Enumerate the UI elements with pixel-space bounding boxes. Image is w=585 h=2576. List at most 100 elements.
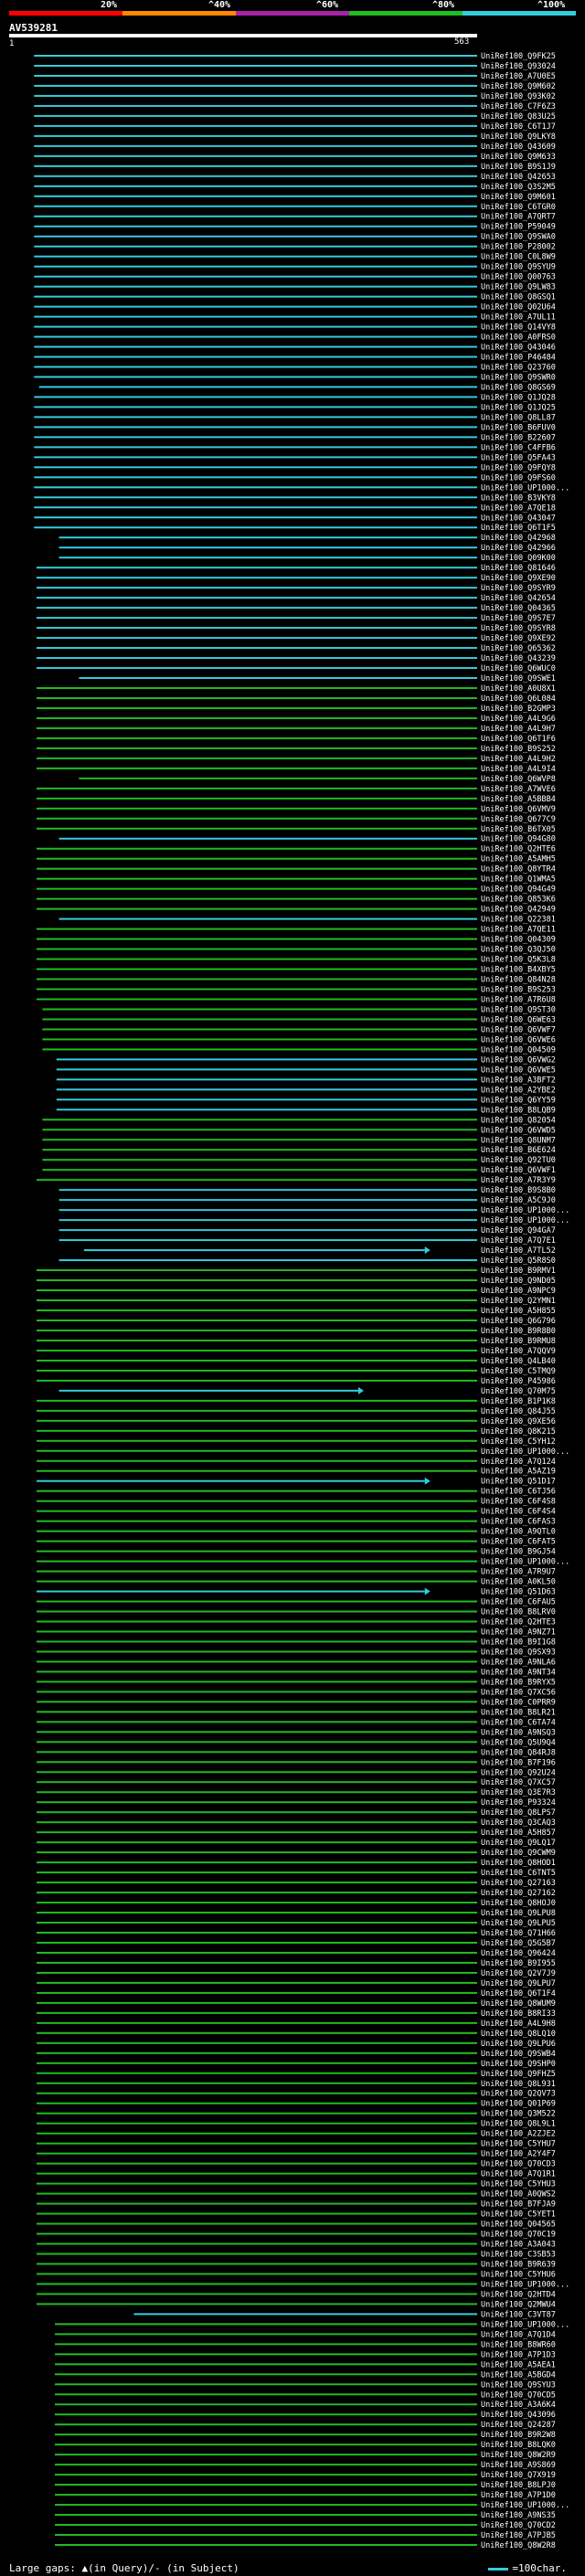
hit-line[interactable] <box>37 2273 478 2275</box>
hit-label[interactable]: UniRef100_A9NZ71 <box>481 1627 556 1637</box>
hit-line[interactable] <box>34 376 478 378</box>
hit-label[interactable]: UniRef100_B9S252 <box>481 745 556 754</box>
hit-label[interactable]: UniRef100_Q1WMA5 <box>481 875 556 885</box>
hit-line[interactable] <box>37 1269 478 1272</box>
hit-line[interactable] <box>56 1058 478 1061</box>
hit-line[interactable] <box>58 536 478 539</box>
hit-line[interactable] <box>79 777 478 779</box>
hit-line[interactable] <box>34 124 478 127</box>
hit-label[interactable]: UniRef100_UP1000... <box>481 2501 569 2510</box>
hit-line[interactable] <box>37 1369 478 1372</box>
hit-line[interactable] <box>34 325 478 328</box>
hit-label[interactable]: UniRef100_Q9LKY8 <box>481 133 556 142</box>
hit-line[interactable] <box>37 637 478 640</box>
hit-line[interactable] <box>42 1118 477 1121</box>
hit-label[interactable]: UniRef100_Q51D17 <box>481 1478 556 1487</box>
hit-label[interactable]: UniRef100_A0KL50 <box>481 1578 556 1587</box>
hit-label[interactable]: UniRef100_Q7XC57 <box>481 1778 556 1787</box>
hit-label[interactable]: UniRef100_Q24287 <box>481 2421 556 2430</box>
hit-label[interactable]: UniRef100_A3A6K4 <box>481 2401 556 2410</box>
hit-line[interactable] <box>37 1781 478 1784</box>
hit-label[interactable]: UniRef100_Q2MWU4 <box>481 2300 556 2309</box>
hit-line[interactable] <box>37 1309 478 1311</box>
hit-line[interactable] <box>56 1108 478 1111</box>
hit-label[interactable]: UniRef100_B9RMU8 <box>481 1337 556 1346</box>
hit-line[interactable] <box>34 74 478 77</box>
hit-label[interactable]: UniRef100_B6FUV0 <box>481 423 556 432</box>
hit-label[interactable]: UniRef100_Q2YMN1 <box>481 1297 556 1306</box>
hit-line[interactable] <box>37 2283 478 2285</box>
hit-line[interactable] <box>55 2443 477 2446</box>
hit-label[interactable]: UniRef100_A7QE18 <box>481 504 556 513</box>
hit-label[interactable]: UniRef100_C6FAS3 <box>481 1518 556 1527</box>
hit-line[interactable] <box>37 2172 478 2175</box>
hit-label[interactable]: UniRef100_Q04565 <box>481 2221 556 2230</box>
hit-line[interactable] <box>37 1701 478 1703</box>
hit-line[interactable] <box>37 1540 478 1542</box>
hit-line[interactable] <box>37 928 478 930</box>
hit-label[interactable]: UniRef100_UP1000... <box>481 483 569 493</box>
hit-line[interactable] <box>37 938 478 940</box>
hit-line[interactable] <box>34 144 478 147</box>
hit-label[interactable]: UniRef100_UP1000... <box>481 1447 569 1457</box>
hit-label[interactable]: UniRef100_B3VKY8 <box>481 493 556 503</box>
hit-line[interactable] <box>34 225 478 228</box>
hit-line[interactable] <box>34 335 478 338</box>
hit-line[interactable] <box>34 366 478 368</box>
hit-line[interactable] <box>37 1711 478 1713</box>
hit-line[interactable] <box>37 1459 478 1462</box>
hit-label[interactable]: UniRef100_B7F196 <box>481 1758 556 1767</box>
hit-label[interactable]: UniRef100_Q00763 <box>481 273 556 282</box>
hit-line[interactable] <box>37 1489 478 1492</box>
hit-line[interactable] <box>37 1801 478 1804</box>
hit-line[interactable] <box>37 667 478 670</box>
hit-label[interactable]: UniRef100_Q3CAQ3 <box>481 1818 556 1828</box>
hit-label[interactable]: UniRef100_C5TMQ9 <box>481 1367 556 1376</box>
hit-line[interactable] <box>34 526 478 529</box>
hit-label[interactable]: UniRef100_Q9FS60 <box>481 473 556 482</box>
hit-line[interactable] <box>34 516 478 519</box>
hit-label[interactable]: UniRef100_Q6VMV9 <box>481 805 556 814</box>
hit-line[interactable] <box>37 657 478 660</box>
hit-line[interactable] <box>37 2031 478 2034</box>
hit-line[interactable] <box>37 726 478 729</box>
hit-label[interactable]: UniRef100_Q9LW83 <box>481 283 556 292</box>
hit-label[interactable]: UniRef100_C6FAU5 <box>481 1598 556 1607</box>
hit-line[interactable] <box>37 2041 478 2044</box>
hit-line[interactable] <box>34 94 478 97</box>
hit-line[interactable] <box>55 2494 477 2496</box>
hit-line[interactable] <box>37 1941 478 1944</box>
hit-line[interactable] <box>34 215 478 217</box>
hit-label[interactable]: UniRef100_UP1000... <box>481 2280 569 2289</box>
hit-line[interactable] <box>37 1971 478 1974</box>
hit-line[interactable] <box>37 597 478 599</box>
hit-line[interactable] <box>37 827 478 830</box>
hit-line[interactable] <box>34 315 478 318</box>
hit-label[interactable]: UniRef100_Q42949 <box>481 906 556 915</box>
hit-label[interactable]: UniRef100_Q8GSQ1 <box>481 293 556 302</box>
hit-label[interactable]: UniRef100_Q6WE63 <box>481 1015 556 1024</box>
hit-label[interactable]: UniRef100_Q8L9L1 <box>481 2120 556 2129</box>
hit-line[interactable] <box>55 2363 477 2366</box>
hit-line[interactable] <box>37 1439 478 1442</box>
hit-line[interactable] <box>34 134 478 137</box>
hit-line[interactable] <box>58 1259 478 1262</box>
hit-label[interactable]: UniRef100_Q1JQ25 <box>481 403 556 412</box>
hit-label[interactable]: UniRef100_Q43609 <box>481 143 556 152</box>
hit-line[interactable] <box>34 396 478 398</box>
hit-label[interactable]: UniRef100_Q8L931 <box>481 2080 556 2089</box>
hit-line[interactable] <box>37 998 478 1001</box>
hit-line[interactable] <box>38 386 478 388</box>
hit-label[interactable]: UniRef100_A7P1D0 <box>481 2491 556 2500</box>
hit-label[interactable]: UniRef100_A0U8X1 <box>481 684 556 694</box>
hit-line[interactable] <box>55 2504 477 2507</box>
hit-label[interactable]: UniRef100_Q2HTD4 <box>481 2290 556 2299</box>
hit-line[interactable] <box>37 1339 478 1341</box>
hit-line[interactable] <box>37 1620 478 1623</box>
hit-line[interactable] <box>37 2263 478 2265</box>
hit-line[interactable] <box>37 1289 478 1292</box>
hit-line[interactable] <box>34 164 478 167</box>
hit-line[interactable] <box>37 1550 478 1553</box>
hit-label[interactable]: UniRef100_A9NS35 <box>481 2511 556 2520</box>
hit-label[interactable]: UniRef100_Q71H66 <box>481 1929 556 1938</box>
